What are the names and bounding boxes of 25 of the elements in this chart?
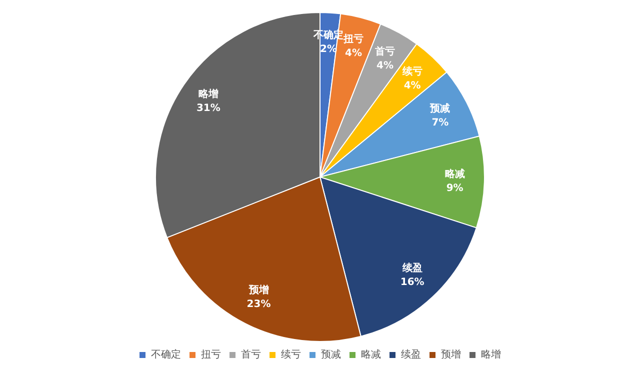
- legend-label: 不确定: [151, 348, 181, 361]
- slice-label: 略增: [198, 88, 218, 100]
- legend-label: 略增: [481, 348, 501, 361]
- legend-label: 预增: [441, 348, 461, 361]
- legend-label: 预减: [321, 348, 341, 361]
- slice-label: 续亏: [401, 65, 422, 78]
- legend-label: 续盈: [401, 348, 421, 361]
- slice-label: 略减: [444, 168, 465, 180]
- data-label: 31%: [196, 102, 220, 114]
- slice-label: 预减: [429, 102, 450, 114]
- data-label: 4%: [345, 48, 362, 59]
- slice-label: 续盈: [401, 262, 422, 274]
- legend-label: 续亏: [281, 348, 301, 361]
- slice-label: 扭亏: [342, 32, 364, 45]
- data-label: 7%: [432, 117, 449, 128]
- slice-label: 预增: [248, 284, 269, 296]
- data-label: 4%: [376, 60, 394, 72]
- legend-label: 略减: [361, 348, 381, 361]
- legend-label: 扭亏: [201, 348, 221, 361]
- data-label: 16%: [400, 276, 424, 288]
- data-label: 9%: [446, 182, 464, 194]
- data-label: 23%: [246, 298, 271, 310]
- data-label: 4%: [404, 80, 421, 92]
- slice-label: 首亏: [374, 45, 395, 58]
- legend-label: 首亏: [241, 348, 261, 361]
